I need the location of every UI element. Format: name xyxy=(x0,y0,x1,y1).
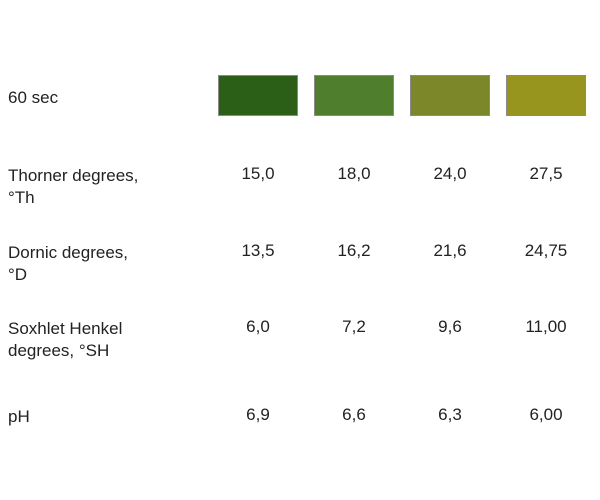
row-label-ph-line1: pH xyxy=(8,407,30,426)
color-swatch-3 xyxy=(410,75,490,116)
value-thorner-3: 24,0 xyxy=(433,164,467,183)
color-swatch-1 xyxy=(218,75,298,116)
value-ph-4: 6,00 xyxy=(529,405,563,424)
color-swatch-4 xyxy=(506,75,586,116)
row-label-dornic-line1: Dornic degrees, °D xyxy=(8,243,129,284)
value-ph-3: 6,3 xyxy=(438,405,462,424)
row-label-ph: pH xyxy=(8,406,198,428)
value-ph-1: 6,9 xyxy=(246,405,270,424)
value-dornic-3: 21,6 xyxy=(433,241,467,260)
value-dornic-4: 24,75 xyxy=(524,241,568,260)
row-label-soxhlet-line1: Soxhlet Henkel degrees, °SH xyxy=(8,319,123,360)
color-swatch-2 xyxy=(314,75,394,116)
value-thorner-2: 18,0 xyxy=(337,164,371,183)
value-dornic-1: 13,5 xyxy=(241,241,275,260)
row-label-dornic: Dornic degrees, °D xyxy=(8,242,198,286)
value-soxhlet-3: 9,6 xyxy=(438,317,462,336)
value-soxhlet-2: 7,2 xyxy=(342,317,366,336)
row-label-thorner: Thorner degrees, °Th xyxy=(8,165,198,209)
row-label-thorner-line1: Thorner degrees, °Th xyxy=(8,166,139,207)
value-dornic-2: 16,2 xyxy=(337,241,371,260)
value-thorner-1: 15,0 xyxy=(241,164,275,183)
value-thorner-4: 27,5 xyxy=(529,164,563,183)
value-soxhlet-1: 6,0 xyxy=(246,317,270,336)
value-soxhlet-4: 11,00 xyxy=(525,317,567,336)
row-label-soxhlet: Soxhlet Henkel degrees, °SH xyxy=(8,318,198,362)
time-label: 60 sec xyxy=(8,88,59,107)
value-ph-2: 6,6 xyxy=(342,405,366,424)
